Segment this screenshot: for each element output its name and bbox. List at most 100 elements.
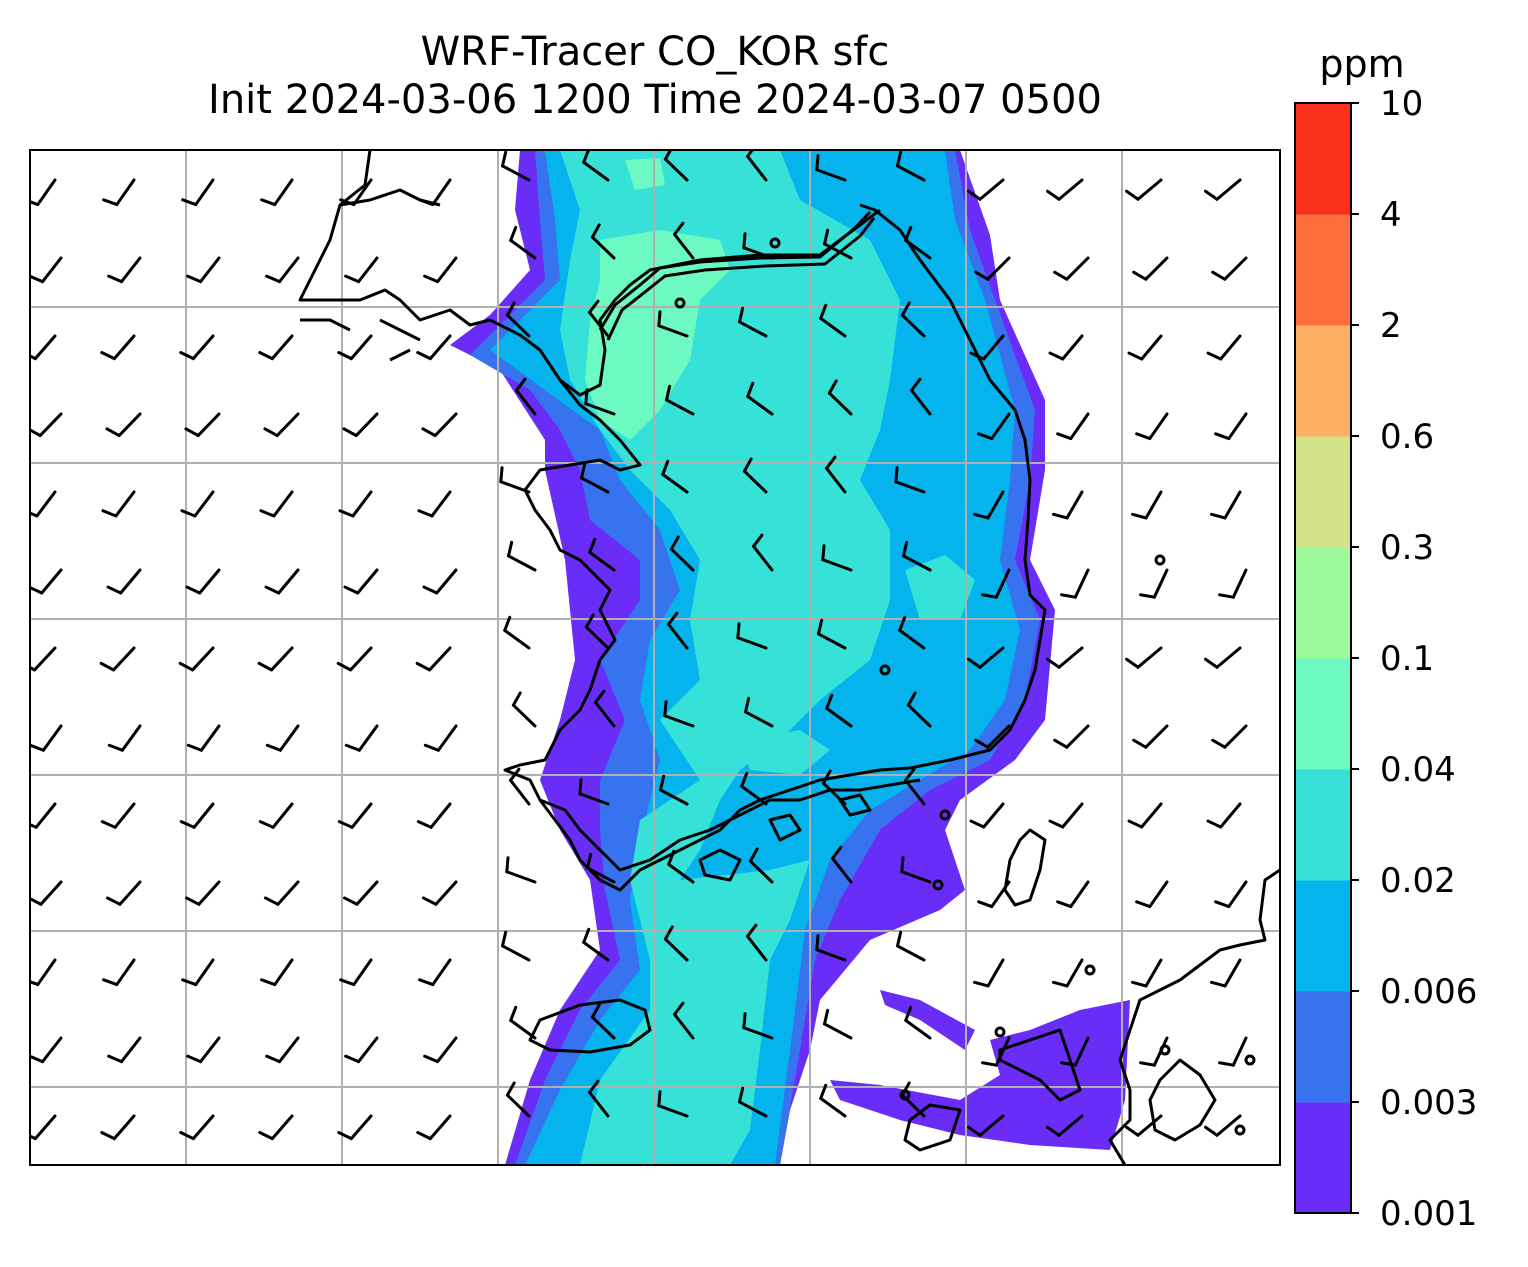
colorbar-tick-label: 0.001 (1380, 1194, 1477, 1234)
wind-barb (819, 1083, 847, 1118)
wind-barb (179, 1114, 215, 1141)
wind-barb (30, 802, 57, 829)
wind-barb (423, 256, 458, 284)
wind-barb (1125, 646, 1163, 669)
wind-barb (423, 1036, 458, 1064)
wind-barb (338, 490, 373, 518)
wind-barb (972, 958, 1005, 988)
wind-barb (265, 256, 300, 284)
wind-barb (105, 880, 142, 906)
wind-barb (825, 693, 853, 728)
island-marker (1159, 1044, 1171, 1056)
wind-barb (505, 301, 531, 338)
wind-barb (1053, 724, 1090, 749)
wind-barb (898, 615, 926, 650)
wind-barb (657, 310, 689, 338)
wind-barb (821, 769, 847, 806)
tracer-contour-0.001-south-patch (830, 1000, 1130, 1150)
wind-barb (509, 1005, 537, 1040)
colorbar-tick-label: 0.006 (1380, 972, 1477, 1012)
wind-barb (967, 646, 1005, 669)
wind-barb (1048, 334, 1084, 361)
island-marker (1234, 1124, 1246, 1136)
colorbar-block (1295, 325, 1351, 437)
wind-barb (894, 466, 926, 494)
wind-barb (657, 1090, 689, 1118)
wind-barb (821, 544, 853, 572)
wind-barb (1125, 178, 1163, 201)
wind-barb (257, 646, 294, 672)
colorbar-block (1295, 547, 1351, 659)
colorbar-tick-label: 0.3 (1380, 528, 1434, 568)
wind-barb (178, 646, 215, 672)
wind-barb (107, 724, 142, 752)
wind-barb (667, 849, 695, 884)
wind-barb (259, 490, 294, 518)
colorbar-tick-label: 4 (1380, 195, 1402, 235)
wind-barb (265, 724, 300, 752)
wind-barb (509, 225, 537, 260)
wind-barb (264, 568, 300, 595)
wind-barb (736, 622, 768, 650)
wind-barb (744, 696, 774, 728)
wind-barb (831, 845, 853, 884)
wind-barb (337, 1114, 373, 1141)
wind-barb (344, 256, 379, 284)
wind-barb (1046, 178, 1084, 201)
wind-barb (505, 1081, 531, 1118)
wind-barb (421, 880, 458, 906)
wind-barb (669, 535, 695, 572)
wind-barb (1127, 334, 1163, 361)
wind-barb (1060, 1036, 1090, 1067)
wind-barb (1204, 178, 1242, 201)
wind-barb (263, 412, 300, 438)
concentration-field (450, 150, 1130, 1165)
wind-barb (1206, 334, 1242, 361)
wind-barb (742, 457, 768, 494)
wind-barb (819, 303, 847, 338)
wind-barb (1048, 802, 1084, 829)
wind-barb (337, 334, 373, 361)
korea-south-coast-islands (539, 778, 921, 882)
wind-barb (586, 852, 616, 884)
jeju-island (528, 998, 652, 1054)
tsushima-island (1003, 828, 1047, 907)
wind-barb (418, 958, 452, 987)
wind-barb (509, 767, 531, 806)
wind-barb (902, 540, 932, 572)
wind-barb (1206, 802, 1242, 829)
wind-barb (972, 490, 1005, 520)
tracer-contour-0.02-south-blob (740, 730, 830, 775)
wind-barb (584, 388, 616, 416)
colorbar-tick-label: 0.6 (1380, 417, 1434, 457)
wind-barb (344, 1036, 379, 1064)
colorbar-block (1295, 658, 1351, 770)
wind-barb (184, 880, 221, 906)
map-frame (29, 149, 1281, 1166)
tracer-contour-0.04 (585, 230, 730, 440)
island-marker (899, 1089, 911, 1101)
wind-barb (417, 490, 452, 518)
wind-barb (184, 412, 221, 438)
tracer-contour-0.001-east-patch (880, 990, 975, 1050)
korea-west-coast (503, 203, 1047, 892)
wind-barb (981, 568, 1011, 599)
wind-barb (186, 724, 221, 752)
wind-barb (416, 334, 452, 361)
wind-barb (1056, 412, 1090, 441)
wind-barb (99, 646, 136, 672)
wind-barb (1214, 880, 1248, 909)
wind-barb (1056, 880, 1090, 909)
wind-barb (418, 178, 452, 207)
wind-barb (258, 802, 294, 829)
wind-barb (336, 646, 373, 672)
wind-barb (967, 178, 1005, 201)
wind-barb (582, 150, 610, 182)
wind-barb (1132, 724, 1169, 749)
island-marker (932, 879, 944, 891)
map-gridlines (30, 150, 1280, 1165)
wind-barb (181, 958, 215, 987)
wind-barb (180, 490, 215, 518)
island-marker (769, 237, 781, 249)
wind-barb (511, 691, 537, 728)
